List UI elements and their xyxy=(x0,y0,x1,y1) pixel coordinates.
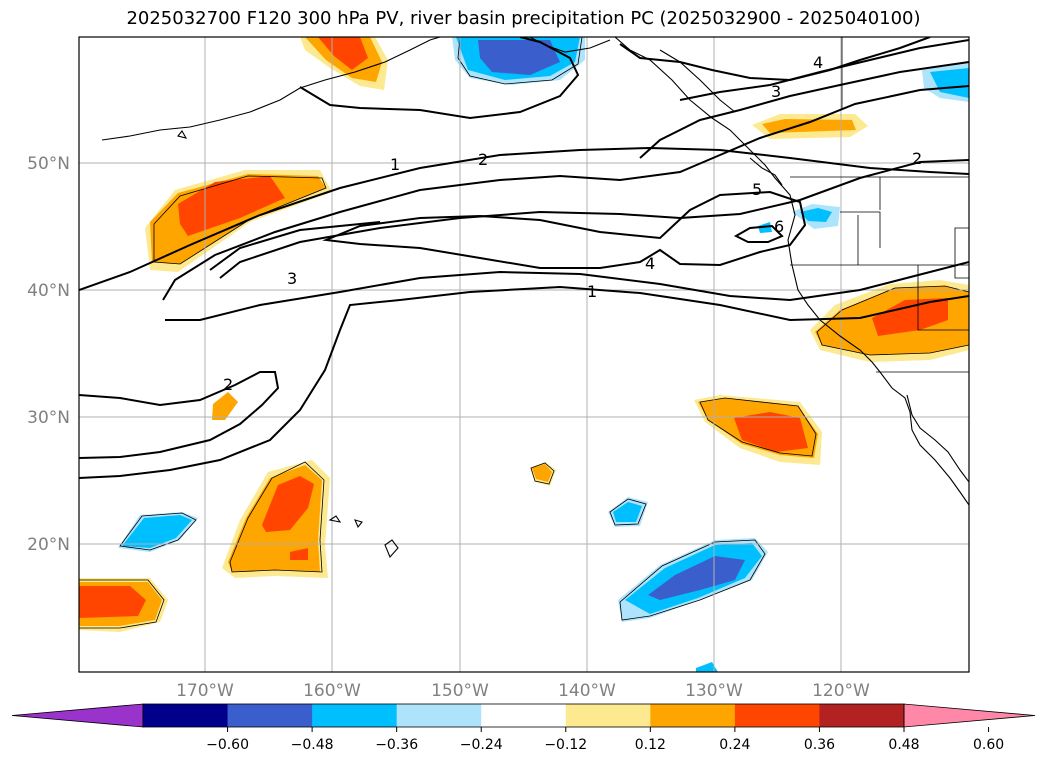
colorbar-outline xyxy=(142,703,905,728)
negative-anomaly-northeast xyxy=(922,62,969,102)
longitude-labels: 170°W 160°W 150°W 140°W 130°W 120°W xyxy=(176,681,870,701)
colorbar-segment xyxy=(734,704,820,727)
contour-label: 1 xyxy=(587,282,597,301)
graticule xyxy=(79,37,969,672)
colorbar-segment xyxy=(565,704,651,727)
contour-label: 2 xyxy=(478,150,488,169)
colorbar-segment xyxy=(396,704,482,727)
negative-anomaly-washington xyxy=(758,204,840,233)
colorbar-tick-label: 0.24 xyxy=(719,737,750,753)
contour-label: 2 xyxy=(223,375,233,394)
colorbar-segment xyxy=(143,704,229,727)
positive-anomaly-subtropical-east xyxy=(694,395,822,465)
lon-label: 170°W xyxy=(176,681,234,701)
positive-anomaly-alaska xyxy=(300,37,388,90)
contour-label: 5 xyxy=(752,180,762,199)
colorbar-tick-label: 0.36 xyxy=(804,737,835,753)
contour-label: 3 xyxy=(771,82,781,101)
contour-label: 6 xyxy=(774,217,784,236)
lon-label: 160°W xyxy=(303,681,361,701)
colorbar-tick-label: −0.12 xyxy=(544,737,587,753)
map-title: 2025032700 F120 300 hPa PV, river basin … xyxy=(126,8,921,29)
colorbar-segment xyxy=(819,704,905,727)
contour-label: 2 xyxy=(912,149,922,168)
lon-label: 150°W xyxy=(431,681,489,701)
lon-label: 130°W xyxy=(685,681,743,701)
positive-anomaly-southwest xyxy=(79,578,168,632)
contour-label: 4 xyxy=(645,254,655,273)
lon-label: 140°W xyxy=(558,681,616,701)
lon-label: 120°W xyxy=(812,681,870,701)
colorbar-tick-label: 0.12 xyxy=(635,737,666,753)
colorbar-extend-max xyxy=(903,703,1036,728)
positive-anomaly-hawaii xyxy=(222,460,330,578)
colorbar: −0.60 −0.48 −0.36 −0.24 −0.12 0.12 0.24 0.36 0.4… xyxy=(11,703,1036,753)
colorbar-tick-label: −0.48 xyxy=(291,737,334,753)
colorbar-segment xyxy=(650,704,736,727)
positive-anomaly-small-30n xyxy=(212,392,238,420)
positive-anomaly-california xyxy=(810,280,969,362)
colorbar-ticks: −0.60 −0.48 −0.36 −0.24 −0.12 0.12 0.24 0.36 0.4… xyxy=(206,727,1004,753)
map-frame xyxy=(78,36,970,673)
negative-anomaly-north xyxy=(452,37,585,85)
negative-anomaly-southeast xyxy=(618,538,768,672)
lat-label: 20°N xyxy=(27,535,70,555)
lat-label: 30°N xyxy=(27,408,70,428)
contour-label: 4 xyxy=(813,53,823,72)
lat-label: 50°N xyxy=(27,154,70,174)
colorbar-segment xyxy=(312,704,398,727)
colorbar-segment xyxy=(481,704,567,727)
colorbar-tick-label: −0.60 xyxy=(206,737,249,753)
contour-label-group: 1 2 4 3 2 5 6 4 3 1 2 xyxy=(223,53,922,394)
positive-anomaly-northwest xyxy=(145,170,332,272)
positive-anomaly-small-144w xyxy=(530,462,556,486)
negative-anomaly-small-22n xyxy=(608,497,648,527)
colorbar-tick-label: −0.36 xyxy=(375,737,418,753)
latitude-labels: 50°N 40°N 30°N 20°N xyxy=(27,154,70,555)
contour-label: 1 xyxy=(390,155,400,174)
colorbar-tick-label: −0.24 xyxy=(460,737,503,753)
colorbar-tick-label: 0.48 xyxy=(888,737,919,753)
lat-label: 40°N xyxy=(27,281,70,301)
pv-contours xyxy=(79,37,969,479)
colorbar-segment xyxy=(227,704,313,727)
colorbar-segments xyxy=(11,703,1036,728)
colorbar-tick-label: 0.60 xyxy=(973,737,1004,753)
colorbar-extend-min xyxy=(11,703,144,728)
contour-label: 3 xyxy=(287,269,297,288)
precip-shading xyxy=(79,37,969,672)
